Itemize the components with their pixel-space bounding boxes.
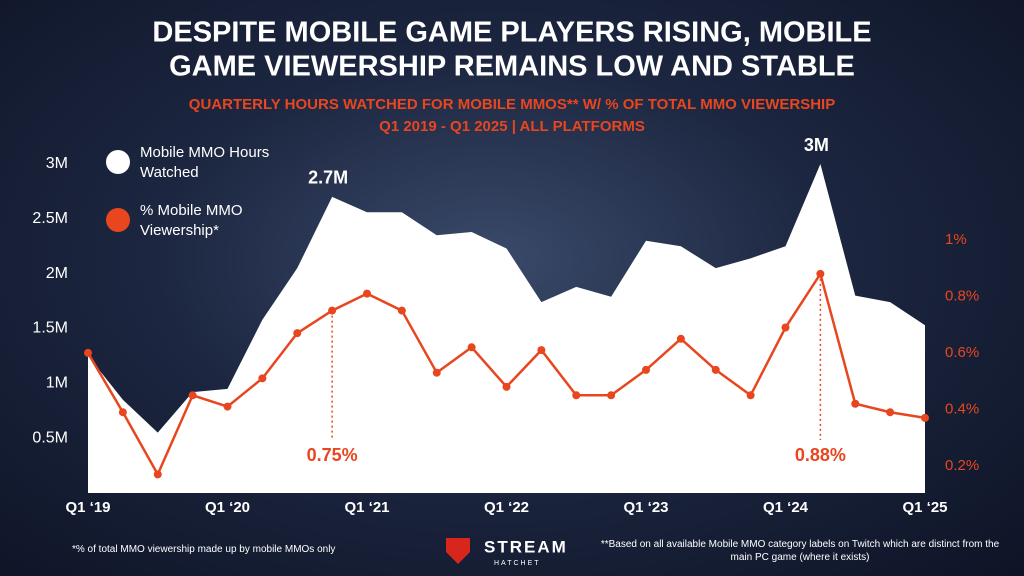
legend-swatch [106,150,130,174]
y2-tick-label: 0.4% [945,400,979,417]
point [293,329,302,338]
logo-icon [446,538,470,564]
x-tick-label: Q1 ‘25 [902,499,947,516]
y-tick-label: 1M [46,375,68,392]
point [467,343,476,352]
y-tick-label: 0.5M [32,429,68,446]
point [432,368,441,377]
annotation: 0.88% [795,445,846,465]
y-tick-label: 2.5M [32,210,68,227]
point [223,402,232,411]
y2-tick-label: 0.6% [945,344,979,361]
point [781,323,790,332]
point [258,374,267,383]
annotation: 2.7M [308,168,348,188]
point [363,289,371,298]
y-tick-label: 1.5M [32,320,68,337]
y2-tick-label: 0.8% [945,287,979,304]
x-tick-label: Q1 ‘21 [344,499,389,516]
point [84,348,92,357]
legend-entry: Mobile MMO Hours Watched [140,144,270,181]
x-tick-label: Q1 ‘23 [623,499,668,516]
legend-entry: % Mobile MMO Viewership* [140,202,243,239]
subtitle: QUARTERLY HOURS WATCHED FOR MOBILE MMOS*… [189,96,835,113]
y-tick-label: 2M [46,265,68,282]
x-tick-label: Q1 ‘22 [484,499,529,516]
point [153,470,162,479]
footnote: **Based on all available Mobile MMO cate… [600,539,1000,563]
point [921,413,929,422]
legend-swatch [106,208,130,232]
point [118,408,127,417]
point [886,408,895,417]
y2-tick-label: 0.2% [945,457,979,474]
point [397,306,406,315]
subtitle: Q1 2019 - Q1 2025 | ALL PLATFORMS [379,118,645,135]
annotation: 0.75% [307,445,358,465]
point [188,391,197,400]
point [537,346,546,355]
x-tick-label: Q1 ‘24 [763,499,809,516]
point [746,391,755,400]
brand: HATCHET [494,560,541,567]
annotation: 3M [804,135,829,155]
point [328,306,337,315]
point [851,399,860,408]
point [607,391,616,400]
footnote: *% of total MMO viewership made up by mo… [72,544,336,555]
y-tick-label: 3M [46,155,68,172]
title: GAME VIEWERSHIP REMAINS LOW AND STABLE [169,51,855,83]
point [572,391,581,400]
x-tick-label: Q1 ‘19 [65,499,110,516]
point [816,269,825,278]
brand: STREAM [484,537,568,556]
point [711,365,720,374]
x-tick-label: Q1 ‘20 [205,499,250,516]
point [642,365,650,374]
y2-tick-label: 1% [945,231,967,248]
title: DESPITE MOBILE GAME PLAYERS RISING, MOBI… [152,17,871,49]
point [676,334,685,343]
area [88,164,925,493]
point [502,382,511,391]
